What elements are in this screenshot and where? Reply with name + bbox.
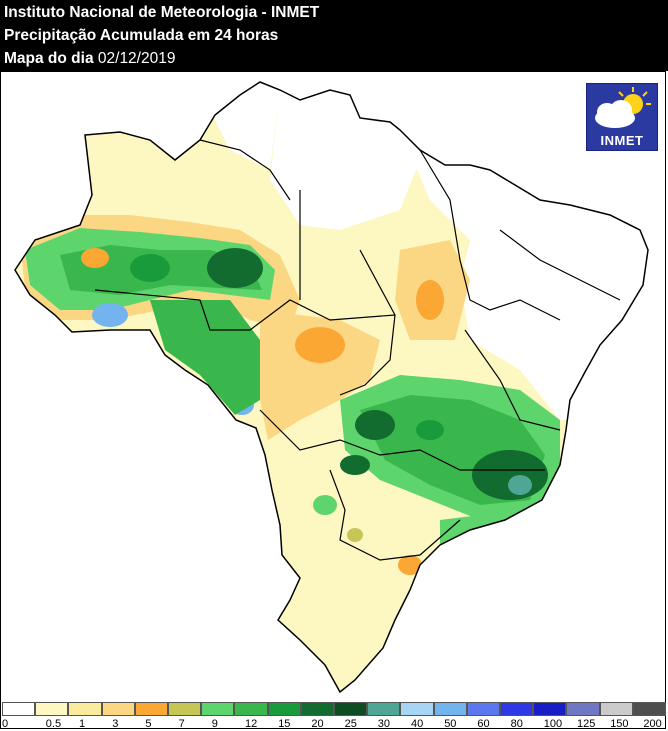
map-date: 02/12/2019 <box>97 50 176 67</box>
legend-tick-label: 7 <box>178 718 185 730</box>
institute-title: Instituto Nacional de Meteorologia - INM… <box>4 4 320 21</box>
legend-tick-label: 12 <box>245 718 258 730</box>
precipitation-legend: 0 0.5 1 3 5 7 9 12 15 20 25 30 40 50 60 80 100 125 150 200 <box>0 702 668 731</box>
legend-swatch <box>500 702 534 716</box>
legend-swatch <box>566 702 600 716</box>
border-central <box>259 409 545 471</box>
precip-spot-acre-60 <box>92 303 128 327</box>
legend-swatch <box>134 702 168 716</box>
legend-tick-label: 9 <box>211 718 218 730</box>
legend-tick-label: 15 <box>278 718 291 730</box>
precip-core-goias-15 <box>416 420 444 440</box>
precip-dry-north <box>270 82 420 230</box>
legend-tick-label: 40 <box>411 718 424 730</box>
legend-tick-label: 150 <box>610 718 629 730</box>
precip-spot-sc-7 <box>347 528 363 542</box>
legend-swatch <box>533 702 567 716</box>
border-rr <box>199 139 291 201</box>
precip-core-southeast-40 <box>508 475 532 495</box>
state-borders <box>94 139 621 561</box>
precip-spot-parana-9 <box>313 495 337 515</box>
legend-tick-label: 0.5 <box>45 718 62 730</box>
legend-swatch <box>2 702 36 716</box>
border-northeast <box>419 149 561 321</box>
inmet-logo: INMET <box>586 83 658 151</box>
legend-tick-label: 60 <box>477 718 490 730</box>
legend-tick-label: 30 <box>377 718 391 730</box>
legend-tick-label: 20 <box>311 718 324 730</box>
precip-band-central-3 <box>260 310 380 440</box>
legend-tick-label: 0 <box>2 718 9 730</box>
cloud-sun-icon <box>595 87 651 128</box>
precip-core-goias-25 <box>355 410 395 440</box>
border-ba <box>464 329 561 431</box>
product-title: Precipitação Acumulada em 24 horas <box>4 27 279 44</box>
precipitation-field <box>15 82 648 692</box>
legend-swatch <box>101 702 135 716</box>
legend-swatch <box>599 702 633 716</box>
border-am-pa <box>94 289 396 331</box>
legend-swatch <box>632 702 666 716</box>
legend-swatch <box>201 702 235 716</box>
legend-swatch <box>367 702 401 716</box>
legend-swatch <box>466 702 500 716</box>
border-ne-interior <box>499 229 621 301</box>
legend-swatch <box>168 702 202 716</box>
precip-core-west-15 <box>130 254 170 282</box>
map-date-line: Mapa do dia 02/12/2019 <box>4 49 175 69</box>
legend-tick-label: 25 <box>344 718 357 730</box>
map-header: Instituto Nacional de Meteorologia - INM… <box>0 0 668 71</box>
precip-spot-rs-5 <box>398 555 422 575</box>
map-date-label: Mapa do dia <box>4 50 94 67</box>
legend-swatch <box>35 702 69 716</box>
legend-swatch <box>433 702 467 716</box>
legend-swatch <box>234 702 268 716</box>
precip-core-amazon-25 <box>207 248 263 288</box>
legend-swatch <box>267 702 301 716</box>
legend-tick-label: 3 <box>112 718 119 730</box>
legend-swatch <box>68 702 102 716</box>
brazil-precipitation-map <box>14 81 649 693</box>
precip-spot-central-7 <box>295 327 345 363</box>
legend-tick-label: 125 <box>577 718 596 730</box>
legend-tick-label: 1 <box>79 718 86 730</box>
precip-band-south-light <box>270 530 410 680</box>
legend-swatch <box>300 702 334 716</box>
legend-tick-label: 80 <box>510 718 523 730</box>
legend-tick-label: 100 <box>543 718 563 730</box>
logo-label: INMET <box>600 133 644 148</box>
legend-swatch <box>400 702 434 716</box>
legend-tick-label: 5 <box>145 718 152 730</box>
precip-spot-7 <box>81 248 109 268</box>
precip-core-southeast-25 <box>472 450 548 500</box>
legend-tick-label: 200 <box>643 718 662 730</box>
precip-spot-tocantins-7 <box>416 280 444 320</box>
precip-band-rondonia-12 <box>150 300 260 415</box>
legend-swatch <box>334 702 368 716</box>
border-south <box>329 469 461 561</box>
legend-tick-label: 50 <box>444 718 457 730</box>
precip-core-ms-25 <box>340 455 370 475</box>
border-pa-mt <box>299 190 396 396</box>
map-frame <box>0 71 666 729</box>
